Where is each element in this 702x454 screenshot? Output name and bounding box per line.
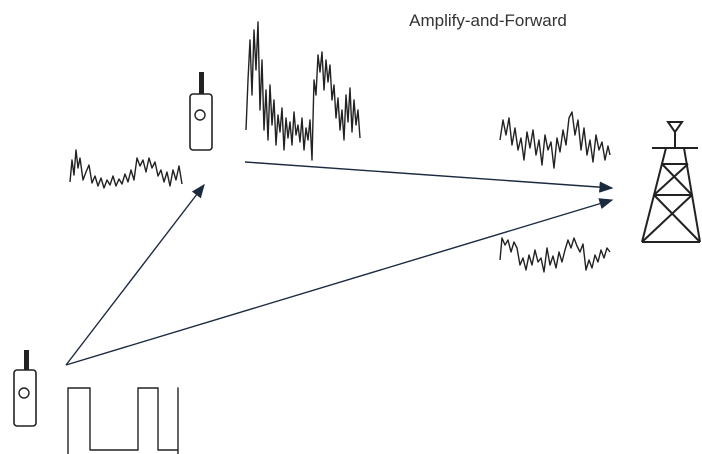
noisy-signal	[500, 238, 610, 272]
diagram: Amplify-and-Forward	[0, 0, 702, 454]
noisy-signal	[246, 22, 360, 160]
arrow	[66, 200, 612, 365]
title: Amplify-and-Forward	[409, 11, 567, 30]
arrow	[66, 185, 204, 365]
noisy-signal	[70, 150, 182, 188]
source-device	[14, 350, 36, 426]
tower	[642, 122, 700, 242]
square-wave	[68, 388, 178, 454]
noisy-signal	[500, 112, 610, 168]
arrow	[245, 162, 612, 188]
relay-device	[190, 72, 212, 150]
